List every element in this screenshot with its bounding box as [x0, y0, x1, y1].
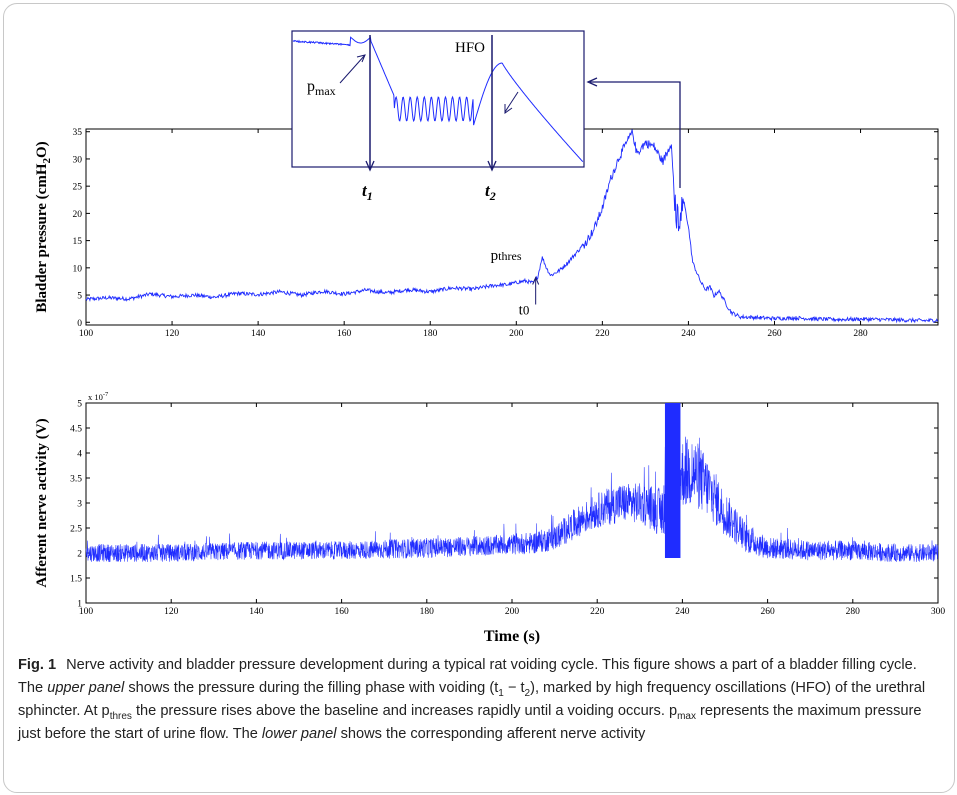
- lower-x-tick-label: 220: [590, 607, 605, 617]
- lower-x-tick-label: 100: [79, 607, 94, 617]
- p-thres-p: p: [491, 248, 499, 264]
- upper-x-tick-label: 240: [681, 329, 696, 339]
- figure-caption: Fig. 1 Nerve activity and bladder pressur…: [18, 654, 943, 746]
- upper-y-tick-label: 20: [73, 210, 83, 220]
- lower-y-tick-label: 3: [77, 500, 82, 510]
- inset-pmax-arrow: [339, 54, 366, 84]
- upper-x-tick-label: 280: [853, 329, 868, 339]
- upper-x-tick-label: 160: [337, 329, 352, 339]
- caption-text-6: represents the maximum pressure just bef…: [18, 703, 922, 742]
- lower-x-tick-label: 160: [334, 607, 349, 617]
- upper-x-tick-label: 260: [767, 329, 782, 339]
- upper-y-label-sub: 2: [41, 158, 53, 164]
- caption-lower-panel: lower panel: [261, 726, 337, 742]
- x-axis-label: Time (s): [484, 628, 540, 645]
- p-thres-label: pthres: [491, 248, 522, 264]
- inset-pmax-p: p: [307, 78, 315, 95]
- inset-t2-label: t2: [485, 181, 496, 203]
- caption-text-1: Nerve activity and bladder pressure deve…: [18, 657, 917, 696]
- lower-x-tick-label: 280: [846, 607, 861, 617]
- lower-x-tick-label: 120: [164, 607, 179, 617]
- inset-t1-sub: 1: [367, 189, 373, 203]
- lower-x-tick-label: 240: [675, 607, 690, 617]
- lower-x-tick-label: 200: [505, 607, 520, 617]
- lower-panel: 100 120 140 160 180 200 220 240 260 280 300 1 1.5 2 2.…: [34, 391, 945, 645]
- lower-x-tick-label: 140: [249, 607, 264, 617]
- upper-y-label-part2: O): [34, 141, 50, 158]
- inset-decay-arrow-head: [504, 104, 513, 114]
- upper-y-tick-label: 10: [73, 264, 83, 274]
- p-thres-sub: thres: [498, 249, 522, 263]
- lower-x-tick-label: 300: [931, 607, 946, 617]
- inset-pmax-label: pmax: [307, 78, 336, 98]
- figure-plot: Bladder pressure (cmH2O) 100 120 140 160 180…: [34, 30, 945, 645]
- lower-y-tick-label: 4: [77, 450, 82, 460]
- caption-text-4: ), marked by high frequency oscillations…: [18, 680, 926, 719]
- upper-x-tick-label: 100: [79, 329, 94, 339]
- upper-x-tick-label: 200: [509, 329, 524, 339]
- caption-t1-sub: 1: [498, 687, 504, 699]
- caption-text-3: − t: [503, 680, 525, 696]
- upper-y-label-part1: Bladder pressure (cmH: [34, 163, 50, 312]
- lower-y-tick-label: 3.5: [70, 475, 82, 485]
- t0-label: t0: [519, 303, 530, 319]
- inset-t2-sub: 2: [489, 189, 496, 203]
- lower-y-tick-label: 2.5: [70, 525, 82, 535]
- upper-x-tick-label: 140: [251, 329, 266, 339]
- inset-pressure-trace: [292, 36, 584, 163]
- lower-y-tick-label: 1.5: [70, 575, 82, 585]
- inset-t2-t: t: [485, 181, 491, 200]
- figure-frame: [3, 3, 955, 793]
- inset-pmax-arrow-head: [356, 54, 366, 63]
- nerve-activity-burst: [664, 403, 681, 558]
- upper-y-axis-label-text: Bladder pressure (cmH2O): [34, 141, 53, 312]
- inset-connector-head: [586, 77, 598, 87]
- lower-y-exponent-power: -7: [103, 391, 109, 398]
- lower-y-exponent: x 10-7: [88, 391, 109, 402]
- caption-upper-panel: upper panel: [47, 680, 125, 696]
- caption-text-7: shows the corresponding afferent nerve a…: [336, 726, 646, 742]
- pressure-series-line: [85, 129, 939, 324]
- lower-y-tick-label: 4.5: [70, 425, 82, 435]
- inset-connector: [590, 81, 681, 188]
- upper-x-tick-label: 120: [165, 329, 180, 339]
- t0-t: t: [519, 303, 524, 319]
- inset-t1-label: t1: [362, 181, 373, 203]
- lower-x-tick-label: 260: [760, 607, 775, 617]
- upper-x-tick-label: 220: [595, 329, 610, 339]
- inset-t2-arrow-head: [487, 160, 497, 172]
- lower-x-tick-label: 180: [420, 607, 435, 617]
- lower-y-tick-label: 1: [77, 600, 82, 610]
- t0-arrow-head: [532, 276, 540, 285]
- inset-decay-arrow: [504, 91, 519, 113]
- inset-pmax-sub: max: [315, 84, 336, 98]
- lower-axes-frame: [85, 402, 939, 604]
- inset-hfo-label: HFO: [455, 40, 485, 56]
- nerve-activity-series-line: [85, 413, 939, 563]
- upper-y-tick-label: 25: [73, 183, 83, 193]
- caption-max-sub: max: [677, 710, 696, 722]
- lower-y-tick-label: 2: [77, 550, 82, 560]
- lower-y-exponent-base: x 10: [88, 392, 103, 402]
- upper-y-axis-label: Bladder pressure (cmH2O): [34, 141, 53, 312]
- upper-x-tick-label: 180: [423, 329, 438, 339]
- upper-y-tick-label: 0: [77, 319, 82, 329]
- caption-figure-label: Fig. 1: [18, 657, 57, 673]
- caption-text-2: shows the pressure during the filling ph…: [124, 680, 499, 696]
- lower-y-axis-label: Afferent nerve activity (V): [34, 418, 50, 587]
- inset-t1-t: t: [362, 181, 368, 200]
- caption-t2-sub: 2: [524, 687, 531, 699]
- inset-t1-arrow-head: [365, 160, 375, 172]
- upper-y-tick-label: 15: [73, 237, 83, 247]
- lower-y-tick-label: 5: [77, 400, 82, 410]
- upper-y-tick-label: 30: [73, 155, 83, 165]
- upper-y-tick-label: 35: [73, 128, 83, 138]
- caption-thres-sub: thres: [109, 710, 132, 722]
- t0-sub: 0: [523, 303, 530, 318]
- upper-panel: Bladder pressure (cmH2O) 100 120 140 160 180…: [34, 128, 939, 339]
- upper-y-tick-label: 5: [77, 292, 82, 302]
- caption-text-5: the pressure rises above the baseline an…: [131, 703, 678, 719]
